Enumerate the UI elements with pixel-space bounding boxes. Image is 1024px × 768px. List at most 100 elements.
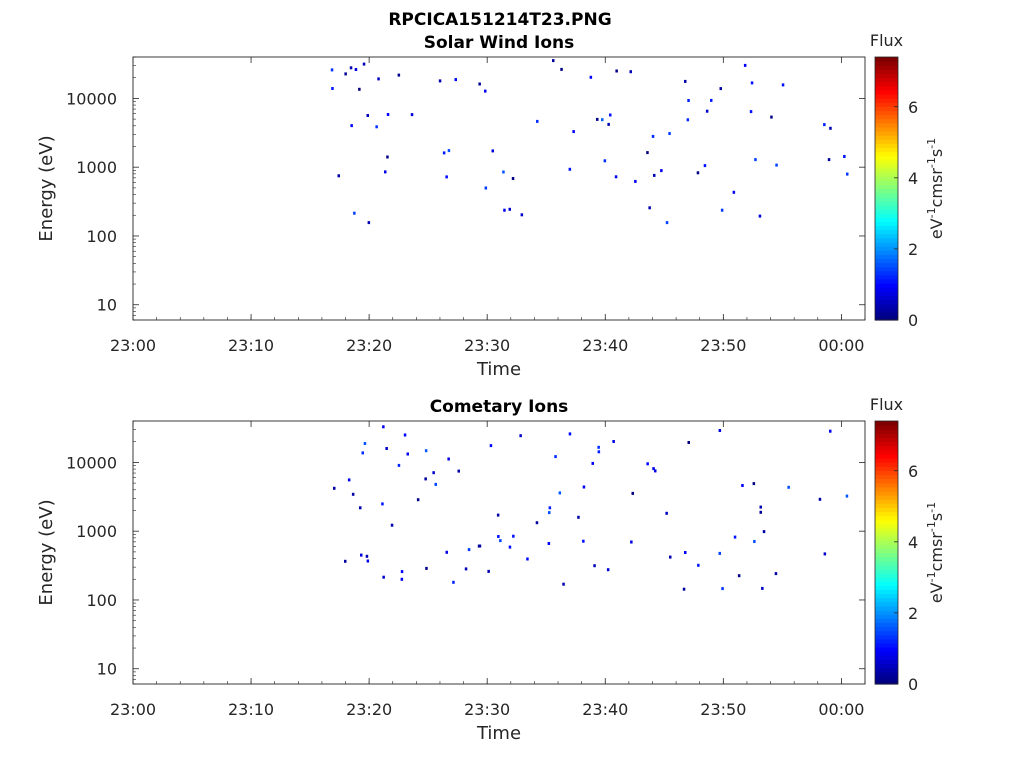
flux-cell [682,587,686,591]
colorbar-swatch [875,85,898,91]
colorbar-swatch [875,585,898,591]
colorbar-swatch [875,225,898,231]
colorbar-swatch [875,478,898,484]
y-tick-label: 10000 [66,453,117,472]
colorbar-swatch [875,675,898,681]
colorbar-swatch [875,441,898,447]
flux-cell [363,442,367,445]
flux-cell [718,551,721,555]
colorbar-swatch [875,266,898,272]
flux-cell [347,478,351,482]
flux-cell [365,554,369,558]
colorbar-swatch [875,544,898,549]
flux-cell [823,123,826,127]
flux-cell [754,158,757,162]
colorbar-swatch [875,188,898,194]
flux-cell [438,79,442,83]
flux-cell [424,449,428,453]
x-tick-label: 23:30 [464,336,510,355]
colorbar-swatch [875,291,898,296]
flux-cell [750,81,754,85]
flux-cell [752,482,756,486]
colorbar-swatch [875,122,898,128]
flux-cell [718,429,722,432]
colorbar-swatch [875,445,898,451]
flux-cell [390,523,394,527]
colorbar-swatch [875,180,898,185]
flux-cell [759,510,762,514]
flux-cell [829,126,832,130]
colorbar-swatch [875,560,898,566]
colorbar-swatch [875,494,898,500]
flux-cell [467,548,471,552]
flux-cell [454,78,457,82]
flux-cell [737,574,741,578]
y-tick-label: 100 [86,591,117,610]
colorbar-label: eV-1cmsr-1s-1 [925,138,946,239]
colorbar-tick-label: 2 [908,240,918,259]
flux-cell [612,440,615,443]
panel-solar-wind: Solar Wind Ions 23:00 23:10 23:20 23:30 23:40… [36,31,946,380]
flux-cell [741,484,744,487]
flux-cell [452,580,455,584]
colorbar-swatch [875,568,898,574]
figure-title: RPCICA151214T23.PNG [388,10,611,30]
colorbar-swatch [875,233,898,239]
colorbar-swatch [875,515,898,521]
x-tick-label: 00:00 [818,336,864,355]
colorbar-swatch [875,642,898,648]
y-tick-label: 1000 [76,158,117,177]
colorbar-swatch [875,93,898,99]
flux-cell [721,587,724,591]
flux-cell [572,130,575,134]
flux-cell [432,471,435,475]
colorbar-swatch [875,147,898,153]
flux-cell [589,75,593,79]
flux-cell [367,221,371,225]
colorbar-swatch [875,311,898,317]
flux-cell [631,491,634,495]
flux-cell [607,122,610,126]
flux-cell [359,506,362,510]
x-tick-label: 23:00 [110,700,156,719]
flux-cell [843,155,846,158]
colorbar-swatch [875,135,898,140]
colorbar-swatch [875,577,898,582]
x-tick-label: 23:20 [346,336,392,355]
colorbar-swatch [875,581,898,586]
colorbar-swatch [875,626,898,632]
colorbar-swatch [875,262,898,268]
flux-cell [615,69,618,73]
flux-cell [497,535,500,538]
y-tick-label: 10 [97,296,117,315]
panels: Solar Wind Ions 23:00 23:10 23:20 23:30 23:40… [36,31,946,744]
flux-cell [554,455,557,459]
colorbar-swatch [875,65,898,70]
flux-cell [382,425,385,429]
flux-cell [646,151,649,155]
colorbar-swatch [875,196,898,202]
y-tick-label: 10000 [66,89,117,108]
flux-cell [385,447,388,450]
colorbar-title: Flux [870,395,903,414]
flux-cell [386,155,389,159]
panel-title: Solar Wind Ions [424,33,575,53]
flux-cell [366,114,369,117]
flux-cell [577,515,580,519]
flux-cell [653,173,656,177]
flux-cell [484,89,487,93]
colorbar-swatch [875,143,898,149]
flux-cell [827,158,831,162]
colorbar-swatch [875,213,898,218]
colorbar-swatch [875,102,898,107]
flux-cell [818,497,822,501]
flux-cell [687,99,690,102]
colorbar-swatch [875,106,898,112]
flux-cell [333,486,336,490]
flux-cell [705,109,709,113]
colorbar-swatch [875,303,898,309]
colorbar-swatch [875,429,898,434]
colorbar-swatch [875,184,898,190]
colorbar-swatch [875,647,898,652]
colorbar-swatch [875,597,898,603]
